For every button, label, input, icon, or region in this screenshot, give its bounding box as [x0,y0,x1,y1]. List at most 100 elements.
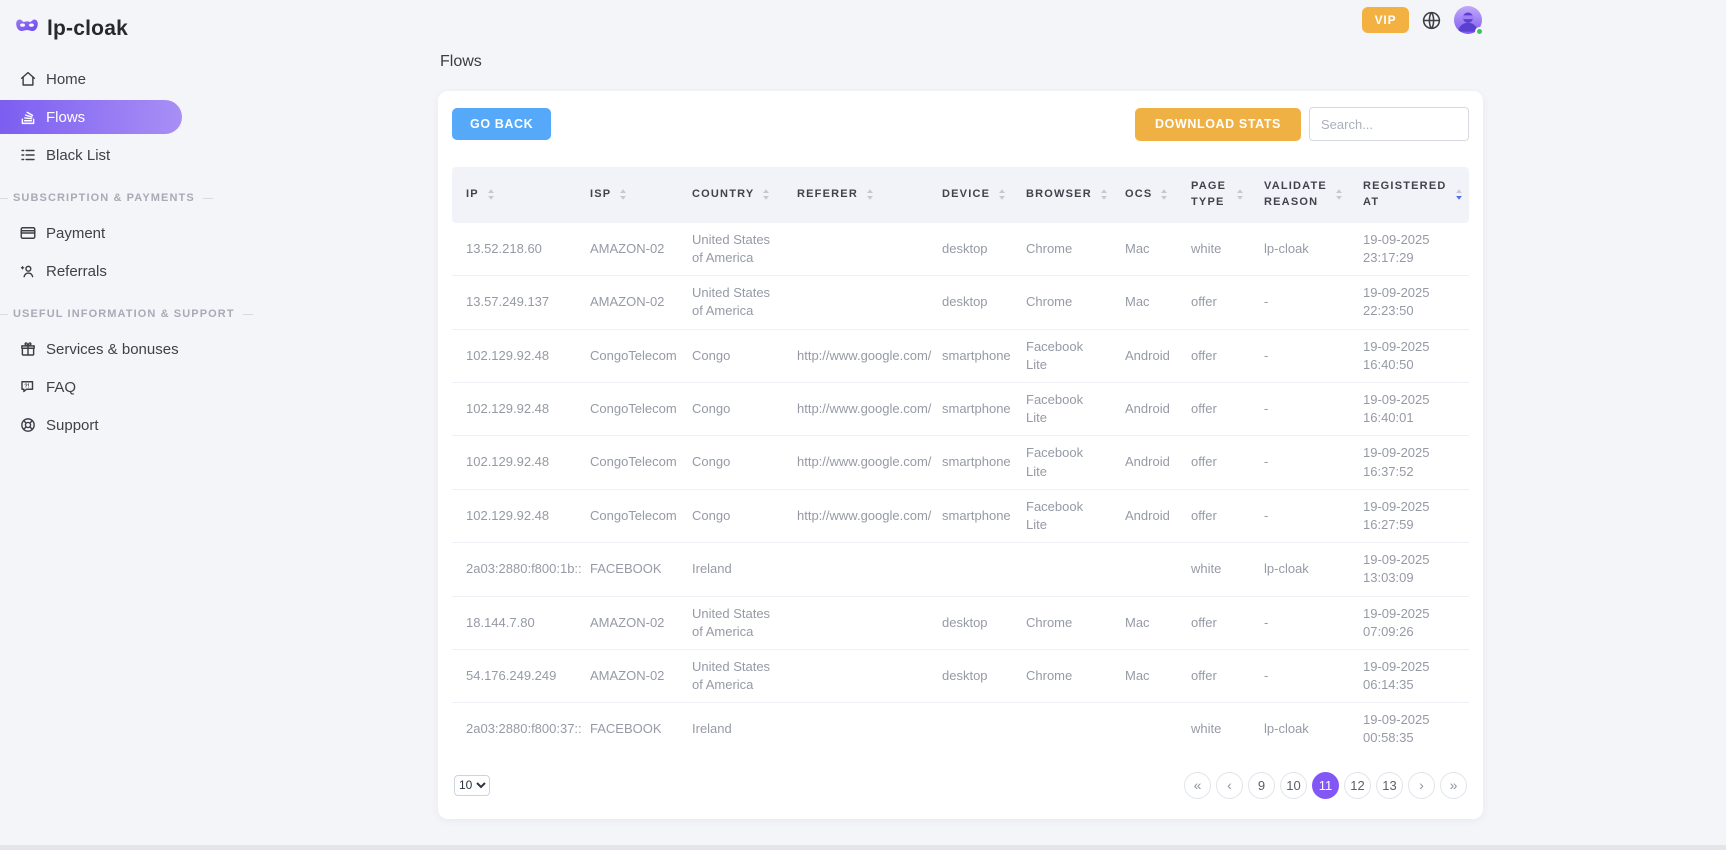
cell-ocs: Android [1115,488,1181,543]
pagination-page-9[interactable]: 9 [1248,771,1275,799]
sort-icon[interactable] [866,188,874,201]
pagination-next[interactable]: › [1408,771,1435,799]
column-header-page_type[interactable]: PAGE TYPE [1181,167,1254,223]
pagination-page-11[interactable]: 11 [1312,771,1339,799]
cell-registered_at: 19-09-2025 06:14:35 [1353,648,1469,703]
sort-icon[interactable] [1100,188,1108,201]
sidebar-section-header: USEFUL INFORMATION & SUPPORT [0,308,253,320]
column-header-validate_reason[interactable]: VALIDATE REASON [1254,167,1353,223]
column-header-ip[interactable]: IP [452,167,580,223]
cell-country: Congo [682,381,787,436]
column-header-country[interactable]: COUNTRY [682,167,787,223]
cell-isp: AMAZON-02 [580,648,682,703]
horizontal-scrollbar[interactable] [0,845,1726,850]
cell-ip: 18.144.7.80 [452,595,580,650]
column-label: PAGE TYPE [1191,180,1227,208]
cell-page_type: white [1181,542,1254,596]
table-row: 102.129.92.48 CongoTelecom Congo http://www… [452,381,1469,436]
sort-icon[interactable] [487,188,495,201]
sidebar-item-faq[interactable]: ?! FAQ [0,370,182,404]
sort-icon[interactable] [1455,188,1463,201]
cell-ocs: Android [1115,435,1181,490]
sidebar-item-label: Black List [46,146,111,164]
cell-isp: CongoTelecom [580,381,682,436]
column-label: COUNTRY [692,187,755,200]
column-header-device[interactable]: DEVICE [932,167,1016,223]
cell-page_type: offer [1181,435,1254,490]
table-toolbar: GO BACK DOWNLOAD STATS [452,107,1469,141]
pagination-prev[interactable]: ‹ [1216,771,1243,799]
sort-icon[interactable] [1335,188,1343,201]
pagination-last[interactable]: » [1440,771,1467,799]
brand-logo[interactable]: lp-cloak [0,12,182,46]
download-stats-button[interactable]: DOWNLOAD STATS [1135,107,1301,141]
cell-page_type: offer [1181,381,1254,436]
column-header-referer[interactable]: REFERER [787,167,932,223]
column-header-isp[interactable]: ISP [580,167,682,223]
cell-browser: Facebook Lite [1016,488,1115,543]
user-avatar[interactable] [1454,6,1484,36]
sidebar-item-label: Flows [46,108,86,126]
cell-device: smartphone [932,435,1016,490]
cell-isp: CongoTelecom [580,435,682,490]
pagination-page-13[interactable]: 13 [1376,771,1403,799]
sort-icon[interactable] [1160,188,1168,201]
online-status-dot [1475,27,1484,36]
sort-icon[interactable] [762,188,770,201]
sidebar-item-label: Support [46,416,99,434]
sidebar-item-label: FAQ [46,378,77,396]
cell-referer: http://www.google.com/ [787,328,932,383]
column-label: VALIDATE REASON [1264,180,1327,208]
cell-ip: 2a03:2880:f800:1b:: [452,542,582,596]
cell-browser [1016,702,1115,756]
svg-text:?!: ?! [24,383,29,389]
vip-button[interactable]: VIP [1362,7,1409,33]
cell-device: desktop [932,275,1016,330]
column-label: REFERER [797,187,858,200]
sidebar-item-services-bonuses[interactable]: Services & bonuses [0,332,182,366]
pagination: «‹ 9 10 11 12 13 ›» [1184,771,1467,799]
column-label: OCS [1125,187,1153,200]
sidebar-item-support[interactable]: Support [0,408,182,442]
brand-name: lp-cloak [47,17,128,40]
column-header-registered_at[interactable]: REGISTERED AT [1353,167,1469,223]
sort-icon[interactable] [619,188,627,201]
column-label: REGISTERED AT [1363,180,1447,208]
column-header-browser[interactable]: BROWSER [1016,167,1115,223]
search-input[interactable] [1309,107,1469,141]
cell-validate_reason: lp-cloak [1254,542,1353,596]
cell-validate_reason: - [1254,488,1353,543]
cell-isp: CongoTelecom [580,488,682,543]
cell-validate_reason: lp-cloak [1264,240,1309,256]
cell-device: desktop [932,648,1016,703]
globe-icon[interactable] [1421,10,1442,31]
sidebar-item-referrals[interactable]: Referrals [0,254,182,288]
table-header-row: IP ISP COUNTRY REFERER DEVICE BROWSER OCS PAGE … [452,167,1469,223]
pagination-page-12[interactable]: 12 [1344,771,1371,799]
sidebar-item-flows[interactable]: Flows [0,100,182,134]
page-size-select[interactable]: 10 [454,774,490,796]
cell-device: desktop [942,240,988,256]
cell-browser: Chrome [1016,595,1115,650]
sidebar-item-black-list[interactable]: Black List [0,138,182,172]
pagination-first[interactable]: « [1184,771,1211,799]
go-back-button[interactable]: GO BACK [452,108,552,140]
cell-country: United States of America [682,648,787,703]
cell-registered_at: 19-09-2025 16:40:01 [1353,381,1469,436]
column-header-ocs[interactable]: OCS [1115,167,1181,223]
sort-icon[interactable] [1236,188,1244,201]
flows-icon [19,108,37,126]
cell-isp: FACEBOOK [580,542,682,596]
cell-validate_reason: - [1254,328,1353,383]
cell-ocs: Mac [1115,648,1181,703]
sidebar-item-label: Home [46,70,87,88]
table-row: 13.57.249.137 AMAZON-02 United States of A… [452,275,1469,330]
sidebar-item-payment[interactable]: Payment [0,216,182,250]
sort-icon[interactable] [998,188,1006,201]
table-row: 102.129.92.48 CongoTelecom Congo http://www… [452,435,1469,490]
pagination-page-10[interactable]: 10 [1280,771,1307,799]
referrals-icon [19,262,37,280]
cell-country: Congo [682,435,787,490]
sidebar-item-home[interactable]: Home [0,62,182,96]
cell-referer [787,223,932,276]
